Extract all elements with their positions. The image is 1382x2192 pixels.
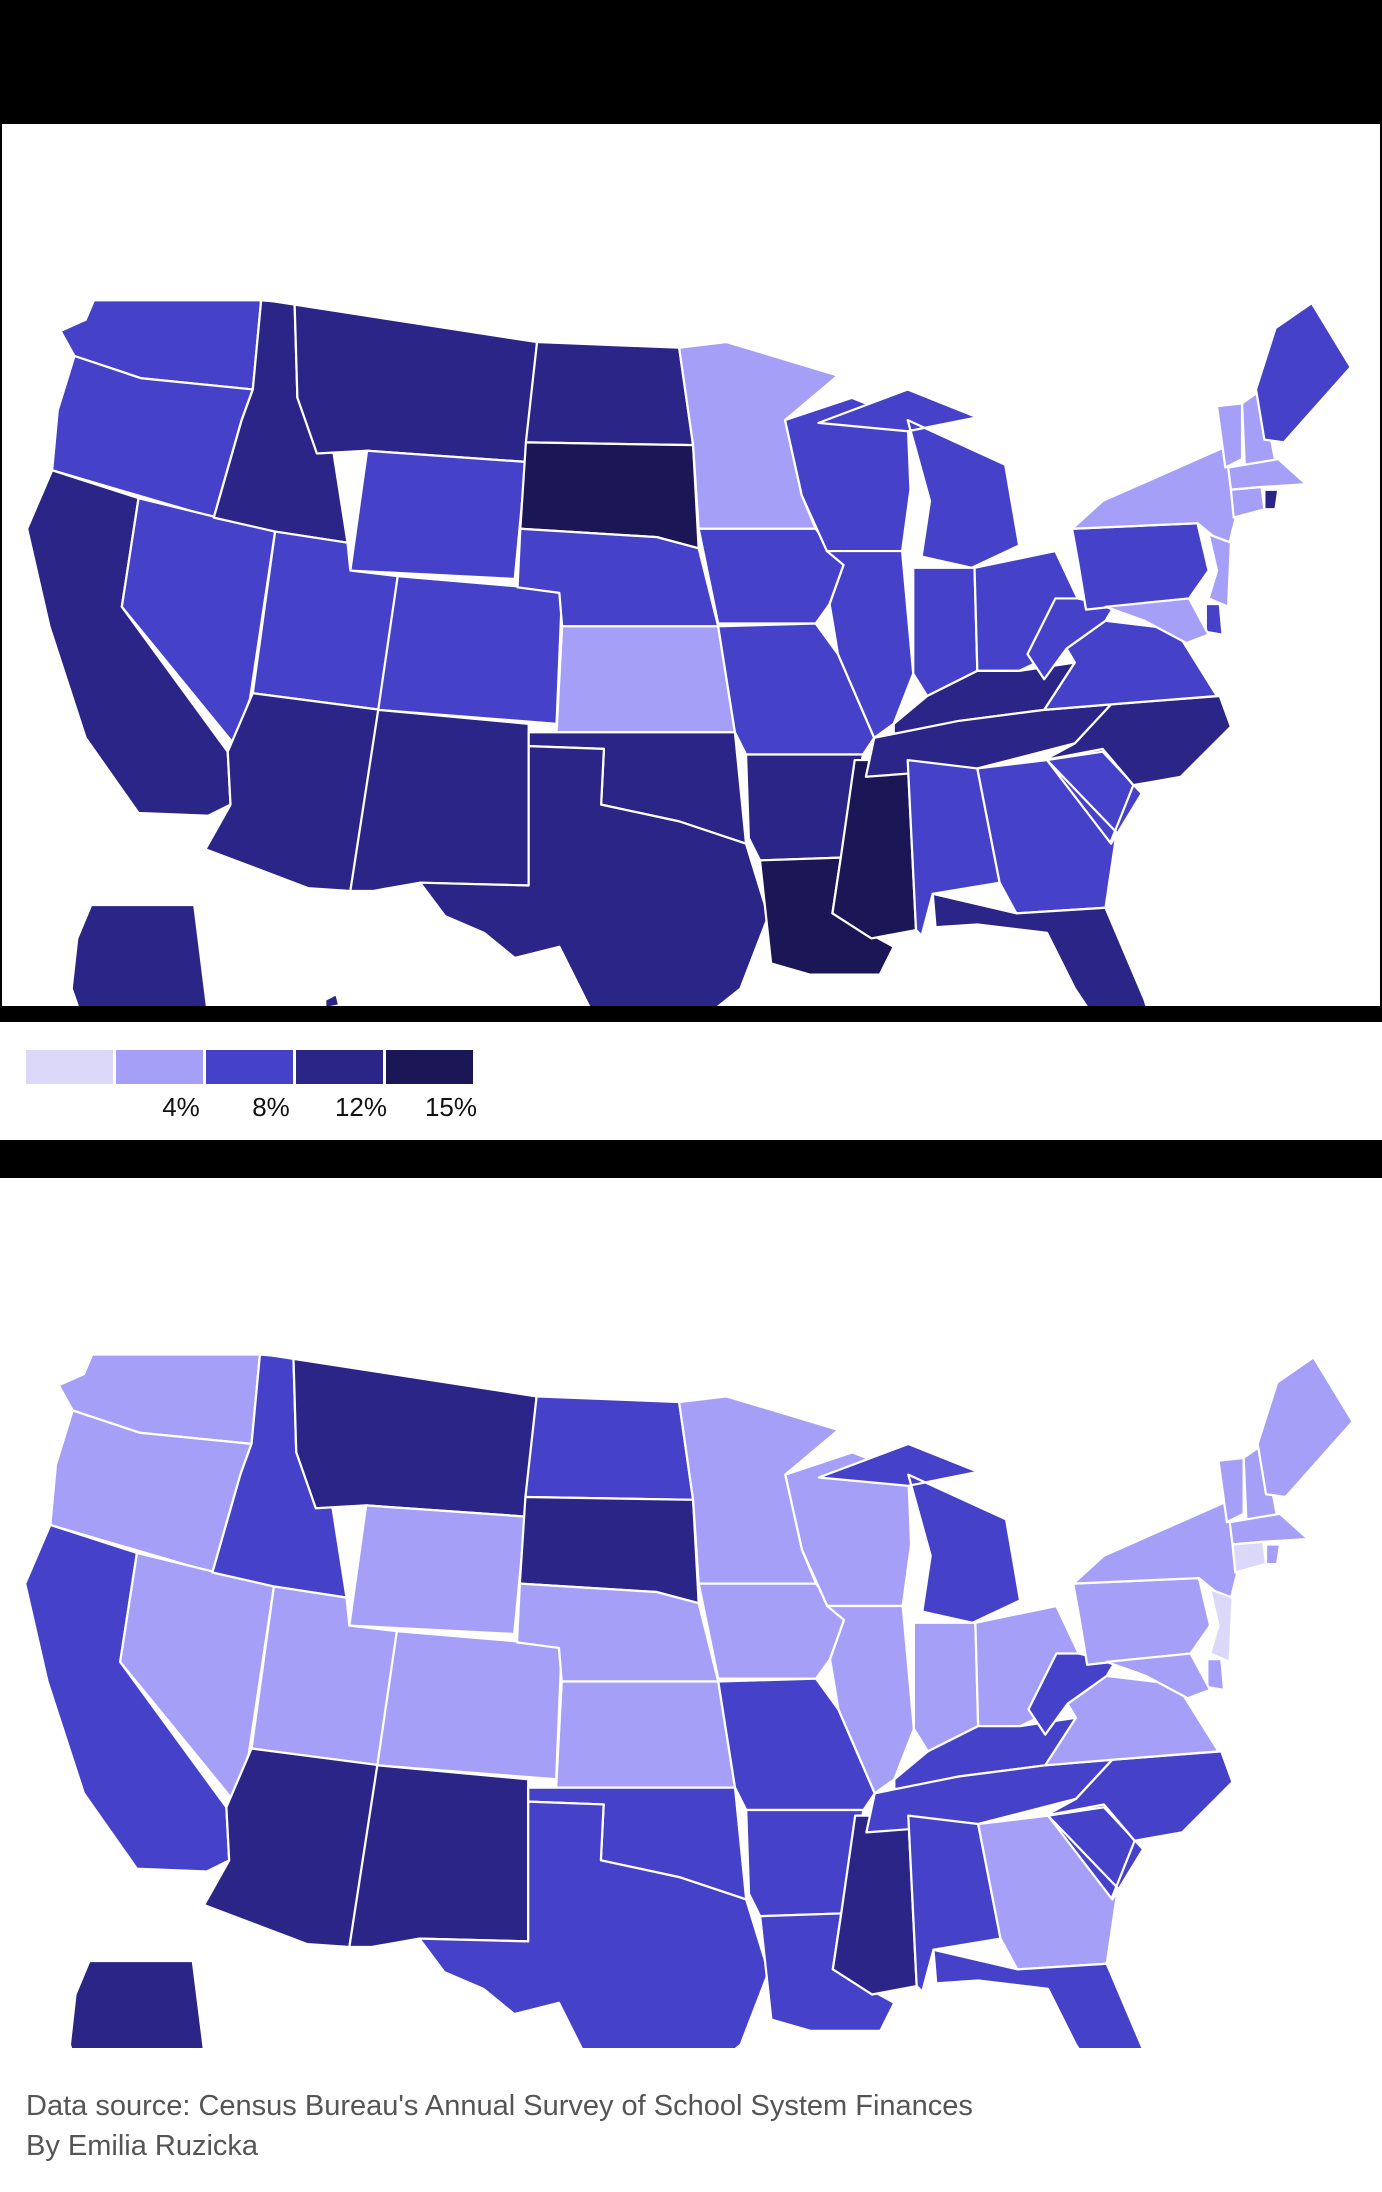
us-choropleth-map-second (24, 1353, 1354, 2048)
data-source-note: Data source: Census Bureau's Annual Surv… (26, 2090, 973, 2122)
legend-tick-label: 4% (162, 1092, 200, 1122)
section-bar (0, 1140, 1382, 1178)
legend-swatch (206, 1050, 293, 1084)
legend-swatch (386, 1050, 473, 1084)
state-nd (524, 1395, 695, 1501)
state-ks (555, 625, 737, 734)
us-choropleth-map-first (25, 299, 1352, 1006)
state-pa (1072, 1576, 1212, 1666)
state-me (1254, 301, 1352, 444)
state-tx (418, 1800, 770, 2048)
divider-bar (0, 1006, 1382, 1022)
state-hi (324, 993, 341, 1006)
footer: Data source: Census Bureau's Annual Surv… (26, 2086, 973, 2166)
state-va (1044, 1674, 1220, 1767)
state-vt (1215, 402, 1244, 469)
state-wi (783, 396, 912, 553)
state-ma (1227, 457, 1308, 491)
state-nm (349, 708, 530, 893)
state-me (1256, 1356, 1354, 1499)
state-co (377, 575, 564, 725)
state-co (376, 1630, 563, 1781)
color-legend: 4% 8% 12% 15% (26, 1050, 477, 1130)
state-ia (697, 527, 845, 625)
state-ct (1231, 1540, 1268, 1574)
state-md (1105, 1652, 1212, 1700)
state-wi (784, 1451, 913, 1608)
state-wy (349, 449, 528, 581)
header-bar (0, 0, 1382, 124)
state-nd (524, 340, 695, 447)
legend-tick-label: 8% (252, 1092, 290, 1122)
state-ak (68, 1959, 205, 2048)
state-vt (1217, 1456, 1245, 1524)
state-tx (418, 745, 770, 1006)
legend-swatch (116, 1050, 203, 1084)
state-ma (1228, 1512, 1310, 1546)
legend-tick-label: 15% (424, 1092, 478, 1122)
state-ct (1229, 485, 1266, 519)
state-ri (1263, 488, 1280, 511)
state-ia (697, 1582, 846, 1680)
map-panel-first (0, 124, 1382, 1006)
state-va (1043, 619, 1219, 712)
byline: By Emilia Ruzicka (26, 2130, 259, 2162)
state-ks (555, 1680, 737, 1789)
map-panel-second (0, 1178, 1382, 2048)
state-fl (931, 892, 1148, 1006)
state-pa (1070, 522, 1210, 611)
state-wy (348, 1504, 527, 1636)
legend-tick-label: 12% (334, 1092, 388, 1122)
state-de (1204, 602, 1224, 636)
legend-swatch (26, 1050, 113, 1084)
state-mo (717, 1677, 876, 1812)
state-nj (1209, 1588, 1234, 1664)
state-fl (932, 1948, 1144, 2048)
state-nm (348, 1764, 530, 1949)
state-ak (70, 903, 209, 1006)
state-ri (1264, 1543, 1282, 1566)
state-md (1104, 597, 1210, 645)
state-mo (717, 622, 876, 756)
state-de (1206, 1657, 1226, 1691)
legend-swatch (296, 1050, 383, 1084)
state-nj (1207, 533, 1233, 608)
